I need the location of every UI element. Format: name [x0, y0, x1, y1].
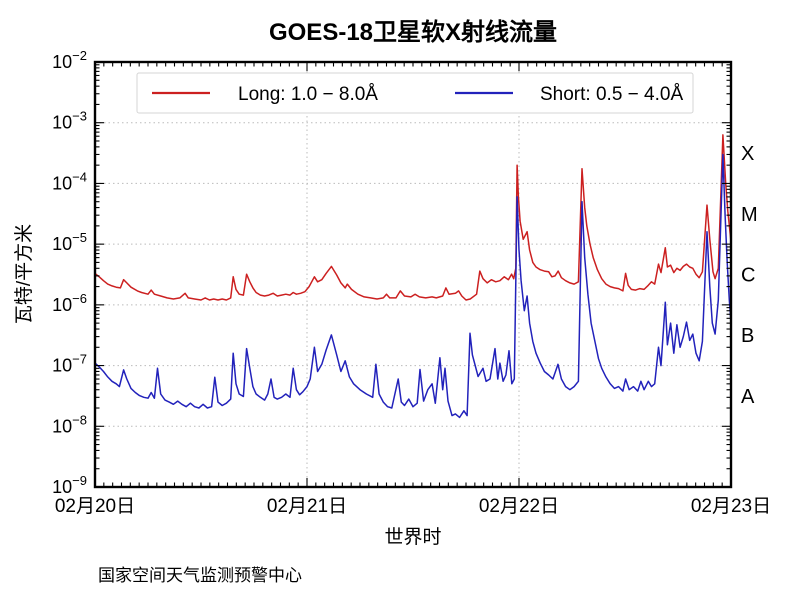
y-tick-label: 10−8 — [52, 412, 87, 436]
legend: Long: 1.0 − 8.0Å Short: 0.5 − 4.0Å — [136, 72, 694, 114]
series-line-short — [94, 153, 732, 419]
y-tick-label: 10−4 — [52, 169, 87, 193]
plot-area-border — [93, 60, 733, 489]
y-axis-tick-labels: 10−2 10−3 10−4 10−5 10−6 10−7 10−8 10−9 — [52, 48, 87, 497]
y-tick-label: 10−3 — [52, 109, 87, 133]
y-tick-label: 10−7 — [52, 352, 87, 376]
y-tick-label: 10−5 — [52, 230, 87, 254]
flare-class-M: M — [741, 204, 758, 226]
flare-class-C: C — [741, 265, 755, 287]
y-tick-label: 10−2 — [52, 48, 87, 72]
legend-long-label: Long: 1.0 − 8.0Å — [238, 84, 378, 105]
data-series-lines — [94, 134, 732, 419]
x-axis-tick-labels: 02月20日 02月21日 02月22日 02月23日 — [55, 496, 771, 517]
flare-class-X: X — [741, 143, 754, 165]
page-title: GOES-18卫星软X射线流量 — [269, 18, 557, 46]
flare-class-labels: X M C B A — [741, 143, 758, 408]
x-tick-label: 02月21日 — [267, 496, 347, 517]
y-axis-title: 瓦特/平方米 — [13, 224, 35, 324]
legend-short-label: Short: 0.5 − 4.0Å — [540, 84, 683, 105]
x-tick-label: 02月23日 — [691, 496, 771, 517]
grid-lines — [95, 62, 731, 487]
x-tick-label: 02月22日 — [479, 496, 559, 517]
x-axis-title: 世界时 — [384, 526, 441, 548]
y-tick-label: 10−6 — [52, 291, 87, 315]
series-line-long — [94, 134, 732, 301]
legend-box — [136, 72, 694, 114]
flare-class-B: B — [741, 325, 754, 347]
axis-ticks — [94, 61, 732, 488]
x-tick-label: 02月20日 — [55, 496, 135, 517]
agency-footer-text: 国家空间天气监测预警中心 — [98, 566, 302, 585]
flare-class-A: A — [741, 386, 755, 408]
y-tick-label: 10−9 — [52, 473, 87, 497]
